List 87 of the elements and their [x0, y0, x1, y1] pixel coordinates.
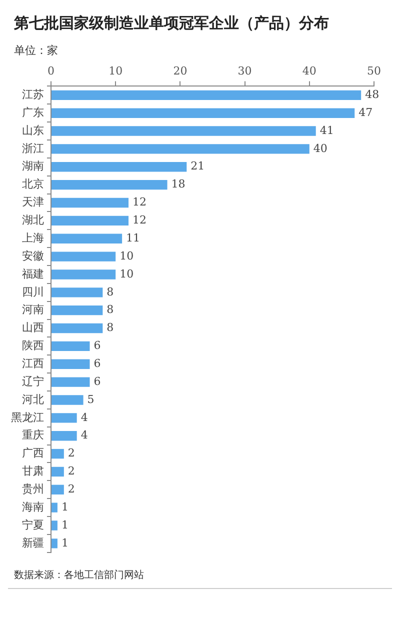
- bar: [52, 538, 58, 548]
- data-label: 2: [68, 464, 75, 478]
- bar: [52, 288, 103, 298]
- data-label: 2: [68, 446, 75, 460]
- data-label: 10: [120, 267, 134, 280]
- bar: [52, 448, 64, 459]
- y-tick-label: 山东: [22, 124, 44, 137]
- bar: [52, 144, 310, 154]
- y-tick-label: 海南: [22, 500, 44, 514]
- data-label: 4: [80, 428, 88, 442]
- y-tick-label: 广西: [22, 446, 44, 460]
- data-label: 1: [61, 518, 68, 532]
- data-label: 40: [313, 142, 328, 155]
- bar: [52, 502, 58, 512]
- bar: [52, 359, 90, 369]
- x-tick-label: 30: [238, 64, 252, 78]
- source-note: 数据来源：各地工信部门网站: [8, 562, 392, 589]
- bar: [52, 305, 103, 316]
- y-tick-label: 湖南: [22, 160, 44, 173]
- bar: [52, 413, 77, 423]
- y-tick-label: 北京: [22, 178, 44, 191]
- y-tick-label: 江西: [22, 356, 44, 370]
- bar: [52, 180, 168, 190]
- bar: [52, 90, 362, 100]
- bar: [52, 252, 116, 262]
- x-tick-label: 50: [367, 64, 381, 78]
- data-label: 6: [94, 339, 101, 352]
- bar: [52, 270, 116, 280]
- data-label: 4: [80, 410, 88, 424]
- data-label: 8: [106, 321, 114, 334]
- y-tick-label: 湖北: [22, 214, 44, 227]
- y-tick-label: 河北: [22, 392, 44, 406]
- x-tick-label: 40: [302, 64, 316, 78]
- data-label: 8: [106, 285, 114, 298]
- data-label: 5: [87, 392, 94, 406]
- data-label: 41: [320, 124, 334, 137]
- bar: [52, 126, 316, 136]
- y-tick-label: 四川: [22, 285, 44, 298]
- data-label: 48: [365, 88, 380, 102]
- y-tick-label: 天津: [22, 196, 44, 209]
- y-tick-label: 贵州: [22, 482, 44, 496]
- bar: [52, 395, 84, 405]
- y-tick-label: 广东: [22, 106, 44, 119]
- data-label: 6: [94, 356, 101, 370]
- x-tick-label: 20: [173, 64, 188, 78]
- y-tick-label: 河南: [22, 303, 44, 316]
- chart-title: 第七批国家级制造业单项冠军企业（产品）分布: [13, 13, 330, 34]
- y-tick-label: 辽宁: [22, 374, 44, 388]
- bar: [52, 466, 64, 477]
- data-label: 47: [358, 106, 373, 119]
- y-tick-label: 福建: [22, 267, 44, 280]
- data-label: 21: [190, 160, 205, 173]
- data-label: 1: [61, 536, 68, 550]
- y-tick-label: 山西: [22, 321, 44, 334]
- data-label: 18: [171, 178, 186, 191]
- bar: [52, 377, 90, 387]
- y-tick-label: 重庆: [22, 428, 44, 442]
- x-tick-label: 0: [48, 64, 54, 78]
- x-tick-label: 10: [108, 64, 123, 78]
- bar: [52, 484, 64, 494]
- bar: [52, 216, 129, 226]
- bar: [52, 341, 90, 352]
- bar: [52, 234, 122, 244]
- data-label: 6: [94, 374, 101, 388]
- data-label: 11: [126, 231, 140, 244]
- data-label: 1: [61, 500, 68, 514]
- y-tick-label: 陕西: [22, 339, 44, 352]
- data-label: 8: [106, 303, 114, 316]
- bar: [52, 323, 103, 334]
- data-label: 2: [68, 482, 75, 496]
- y-tick-label: 新疆: [22, 536, 44, 550]
- bar: [52, 198, 129, 208]
- y-tick-label: 安徽: [22, 249, 44, 262]
- y-tick-label: 甘肃: [22, 464, 44, 478]
- data-label: 12: [132, 214, 147, 227]
- y-tick-label: 黑龙江: [11, 410, 44, 424]
- y-tick-label: 江苏: [22, 88, 44, 102]
- data-label: 12: [132, 196, 147, 209]
- bar: [52, 520, 58, 530]
- bar: [52, 431, 77, 441]
- bar: [52, 162, 187, 172]
- bar: [52, 108, 355, 118]
- y-tick-label: 上海: [22, 231, 44, 244]
- chart-subtitle: 单位：家: [13, 43, 59, 59]
- y-tick-label: 浙江: [22, 142, 44, 155]
- y-tick-label: 宁夏: [22, 518, 44, 532]
- data-label: 10: [120, 249, 134, 262]
